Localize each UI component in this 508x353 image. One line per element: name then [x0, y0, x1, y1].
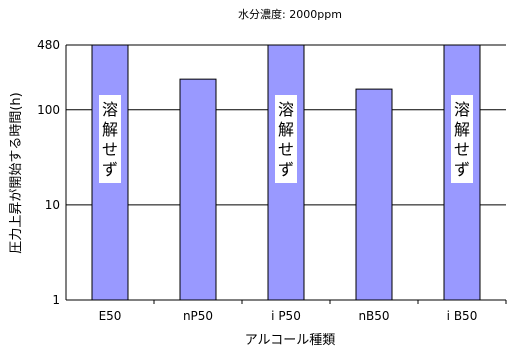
bar	[179, 78, 217, 301]
annotation-char: 解	[454, 120, 470, 139]
annotation-char: せ	[102, 140, 118, 159]
y-axis-label: 圧力上昇が開始する時間(h)	[9, 92, 24, 253]
x-axis-label: アルコール種類	[245, 332, 336, 348]
annotation-char: 溶	[102, 100, 118, 119]
y-tick-label: 10	[45, 198, 60, 212]
bar	[355, 88, 393, 301]
x-tick-label: E50	[99, 309, 122, 323]
x-tick-label: nB50	[358, 309, 389, 323]
annotation-char: 溶	[278, 100, 294, 119]
chart-title: 水分濃度: 2000ppm	[238, 7, 342, 21]
x-tick-label: nP50	[183, 309, 213, 323]
annotation-box	[451, 95, 473, 183]
annotation-char: せ	[278, 140, 294, 159]
annotation-box	[99, 95, 121, 183]
annotation-char: ず	[454, 160, 470, 179]
bar	[91, 44, 129, 301]
annotation-char: ず	[278, 160, 294, 179]
annotation-char: 解	[102, 120, 118, 139]
y-tick-label: 1	[52, 293, 60, 307]
annotation-box	[275, 95, 297, 183]
y-tick-label: 480	[37, 38, 60, 52]
annotation-char: 溶	[454, 100, 470, 119]
y-tick-label: 100	[37, 103, 60, 117]
annotation-char: せ	[454, 140, 470, 159]
x-tick-label: i B50	[447, 309, 478, 323]
annotation-char: ず	[102, 160, 118, 179]
annotation-char: 解	[278, 120, 294, 139]
x-tick-label: i P50	[271, 309, 301, 323]
